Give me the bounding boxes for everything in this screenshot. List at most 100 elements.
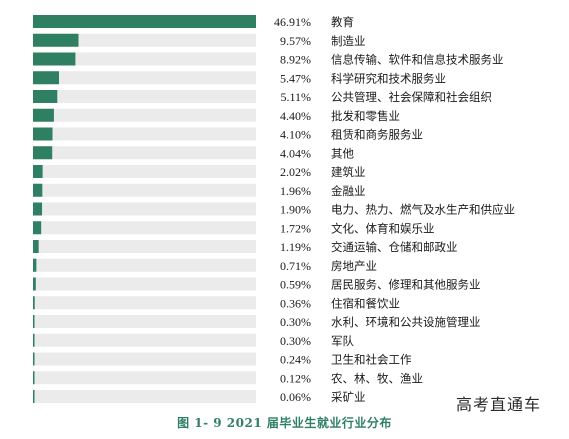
bar-track bbox=[33, 258, 256, 272]
value-label: 0.71% bbox=[280, 259, 311, 273]
category-label: 军队 bbox=[331, 334, 354, 348]
category-label: 批发和零售业 bbox=[331, 109, 400, 123]
value-label: 1.96% bbox=[280, 184, 311, 198]
bar-track bbox=[33, 221, 256, 235]
bar bbox=[33, 202, 43, 216]
category-label: 房地产业 bbox=[331, 259, 377, 273]
bar-row: 1.19% 交通运输、仓储和邮政业 bbox=[33, 240, 458, 254]
value-label: 0.12% bbox=[280, 371, 311, 385]
bar-row: 2.02% 建筑业 bbox=[33, 165, 366, 179]
bar-track bbox=[33, 165, 256, 178]
value-label: 1.72% bbox=[280, 221, 311, 235]
bar-row: 0.30% 军队 bbox=[33, 333, 354, 348]
bar-row: 0.30% 水利、环境和公共设施管理业 bbox=[33, 315, 481, 329]
bar-track bbox=[33, 33, 256, 47]
bar-row: 0.12% 农、林、牧、渔业 bbox=[33, 371, 423, 385]
value-label: 9.57% bbox=[280, 34, 311, 48]
bar bbox=[33, 183, 43, 197]
category-label: 采矿业 bbox=[331, 390, 366, 404]
value-label: 4.10% bbox=[280, 128, 311, 142]
category-label: 水利、环境和公共设施管理业 bbox=[331, 315, 481, 329]
bar-track bbox=[33, 240, 256, 253]
bar bbox=[33, 315, 35, 328]
bar-row: 4.04% 其他 bbox=[33, 146, 354, 160]
category-label: 农、林、牧、渔业 bbox=[331, 371, 423, 385]
category-label: 居民服务、修理和其他服务业 bbox=[331, 278, 481, 292]
value-label: 0.06% bbox=[280, 390, 311, 404]
bar-row: 1.90% 电力、热力、燃气及水生产和供应业 bbox=[33, 202, 515, 217]
category-label: 住宿和餐饮业 bbox=[331, 296, 400, 310]
category-label: 文化、体育和娱乐业 bbox=[331, 221, 435, 235]
bar-track bbox=[33, 90, 256, 103]
bar bbox=[33, 15, 256, 28]
value-label: 0.24% bbox=[280, 353, 311, 367]
value-label: 1.90% bbox=[280, 203, 311, 217]
bar bbox=[33, 71, 60, 85]
bar bbox=[33, 371, 35, 385]
bar-track bbox=[33, 127, 256, 141]
bar bbox=[33, 52, 76, 66]
bar bbox=[33, 333, 35, 347]
bar bbox=[33, 221, 42, 235]
bar bbox=[33, 390, 35, 403]
value-label: 0.30% bbox=[280, 334, 311, 348]
category-label: 金融业 bbox=[331, 184, 366, 198]
bar bbox=[33, 240, 39, 253]
bar-track bbox=[33, 202, 256, 216]
bar-row: 5.11% 公共管理、社会保障和社会组织 bbox=[33, 90, 492, 104]
bar-track bbox=[33, 277, 256, 291]
bar bbox=[33, 258, 37, 272]
value-label: 46.91% bbox=[274, 15, 311, 29]
bar-track bbox=[33, 296, 256, 310]
bar-track bbox=[33, 390, 256, 403]
value-label: 8.92% bbox=[280, 53, 311, 67]
value-label: 1.19% bbox=[280, 240, 311, 254]
bar-track bbox=[33, 71, 256, 85]
category-label: 信息传输、软件和信息技术服务业 bbox=[331, 53, 504, 67]
category-label: 交通运输、仓储和邮政业 bbox=[331, 240, 458, 254]
bar-row: 9.57% 制造业 bbox=[33, 33, 366, 48]
bar-row: 5.47% 科学研究和技术服务业 bbox=[33, 71, 446, 85]
bar bbox=[33, 33, 79, 47]
value-label: 2.02% bbox=[280, 165, 311, 179]
category-label: 科学研究和技术服务业 bbox=[331, 71, 446, 85]
bar-row: 46.91% 教育 bbox=[33, 15, 354, 29]
category-label: 教育 bbox=[331, 15, 354, 29]
value-label: 5.11% bbox=[280, 90, 311, 104]
category-label: 租赁和商务服务业 bbox=[331, 128, 423, 142]
bar-row: 0.24% 卫生和社会工作 bbox=[33, 352, 412, 367]
bar-track bbox=[33, 146, 256, 160]
bar-track bbox=[33, 371, 256, 385]
bar-row: 4.40% 批发和零售业 bbox=[33, 108, 400, 123]
value-label: 0.30% bbox=[280, 315, 311, 329]
value-label: 4.40% bbox=[280, 109, 311, 123]
category-label: 建筑业 bbox=[331, 165, 366, 179]
bar-track bbox=[33, 183, 256, 197]
bar bbox=[33, 146, 53, 160]
bar-track bbox=[33, 108, 256, 122]
value-label: 4.04% bbox=[280, 146, 311, 160]
bar-row: 1.72% 文化、体育和娱乐业 bbox=[33, 221, 435, 235]
bar-row: 1.96% 金融业 bbox=[33, 183, 366, 198]
bar-track bbox=[33, 352, 256, 366]
category-label: 其他 bbox=[331, 146, 354, 160]
bar-row: 0.59% 居民服务、修理和其他服务业 bbox=[33, 277, 481, 292]
bar-row: 0.71% 房地产业 bbox=[33, 258, 377, 273]
bar-row: 0.36% 住宿和餐饮业 bbox=[33, 296, 400, 310]
chart-caption: 图 1- 9 2021 届毕业生就业行业分布 bbox=[177, 416, 392, 430]
bar-row: 8.92% 信息传输、软件和信息技术服务业 bbox=[33, 52, 504, 67]
category-label: 制造业 bbox=[331, 34, 366, 48]
bar-track bbox=[33, 333, 256, 347]
bar-track bbox=[33, 52, 256, 66]
value-label: 0.59% bbox=[280, 278, 311, 292]
category-label: 公共管理、社会保障和社会组织 bbox=[331, 90, 492, 104]
bar bbox=[33, 127, 53, 141]
value-label: 5.47% bbox=[280, 71, 311, 85]
bar bbox=[33, 277, 36, 291]
bar-row: 4.10% 租赁和商务服务业 bbox=[33, 127, 423, 142]
category-label: 卫生和社会工作 bbox=[331, 353, 412, 367]
category-label: 电力、热力、燃气及水生产和供应业 bbox=[331, 203, 515, 217]
bar bbox=[33, 108, 54, 122]
